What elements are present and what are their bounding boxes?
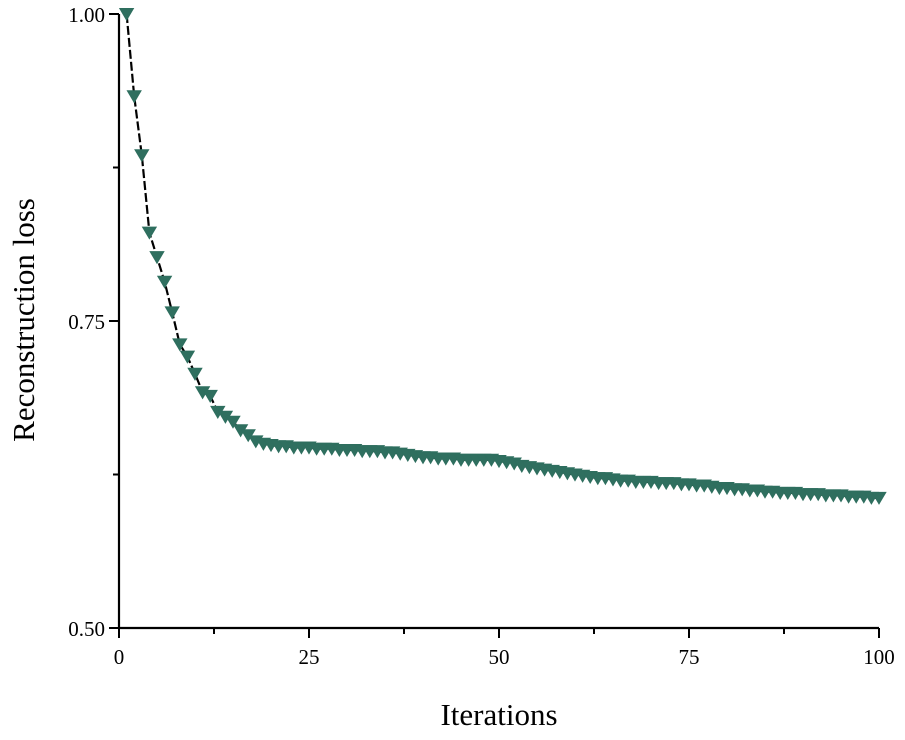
x-axis-title: Iterations [440, 697, 557, 732]
data-point-marker [187, 367, 203, 381]
y-tick-label: 0.50 [68, 617, 105, 641]
x-tick-label: 25 [299, 645, 320, 669]
y-tick-label: 1.00 [68, 3, 105, 27]
data-point-marker [134, 149, 150, 163]
data-point-marker [164, 306, 180, 320]
data-point-marker [179, 350, 196, 364]
data-point-marker [172, 338, 188, 352]
data-point-marker [126, 90, 142, 104]
data-point-marker [141, 226, 158, 240]
data-point-marker [871, 491, 887, 505]
data-point-marker [225, 415, 241, 429]
x-tick-label: 75 [679, 645, 700, 669]
data-point-marker [118, 7, 135, 22]
x-tick-label: 100 [863, 645, 895, 669]
x-tick-label: 50 [489, 645, 510, 669]
y-tick-label: 0.75 [68, 310, 105, 334]
axis-labels: Iterations Reconstruction loss [6, 198, 558, 732]
data-point-marker [149, 251, 165, 265]
series-marker-layer [118, 7, 887, 505]
x-tick-label: 0 [114, 645, 125, 669]
data-point-marker [202, 389, 218, 403]
axes: 0 25 50 75 100 0.50 0.75 1.00 [68, 3, 895, 669]
data-point-marker [156, 275, 173, 289]
y-axis-title: Reconstruction loss [6, 198, 41, 442]
